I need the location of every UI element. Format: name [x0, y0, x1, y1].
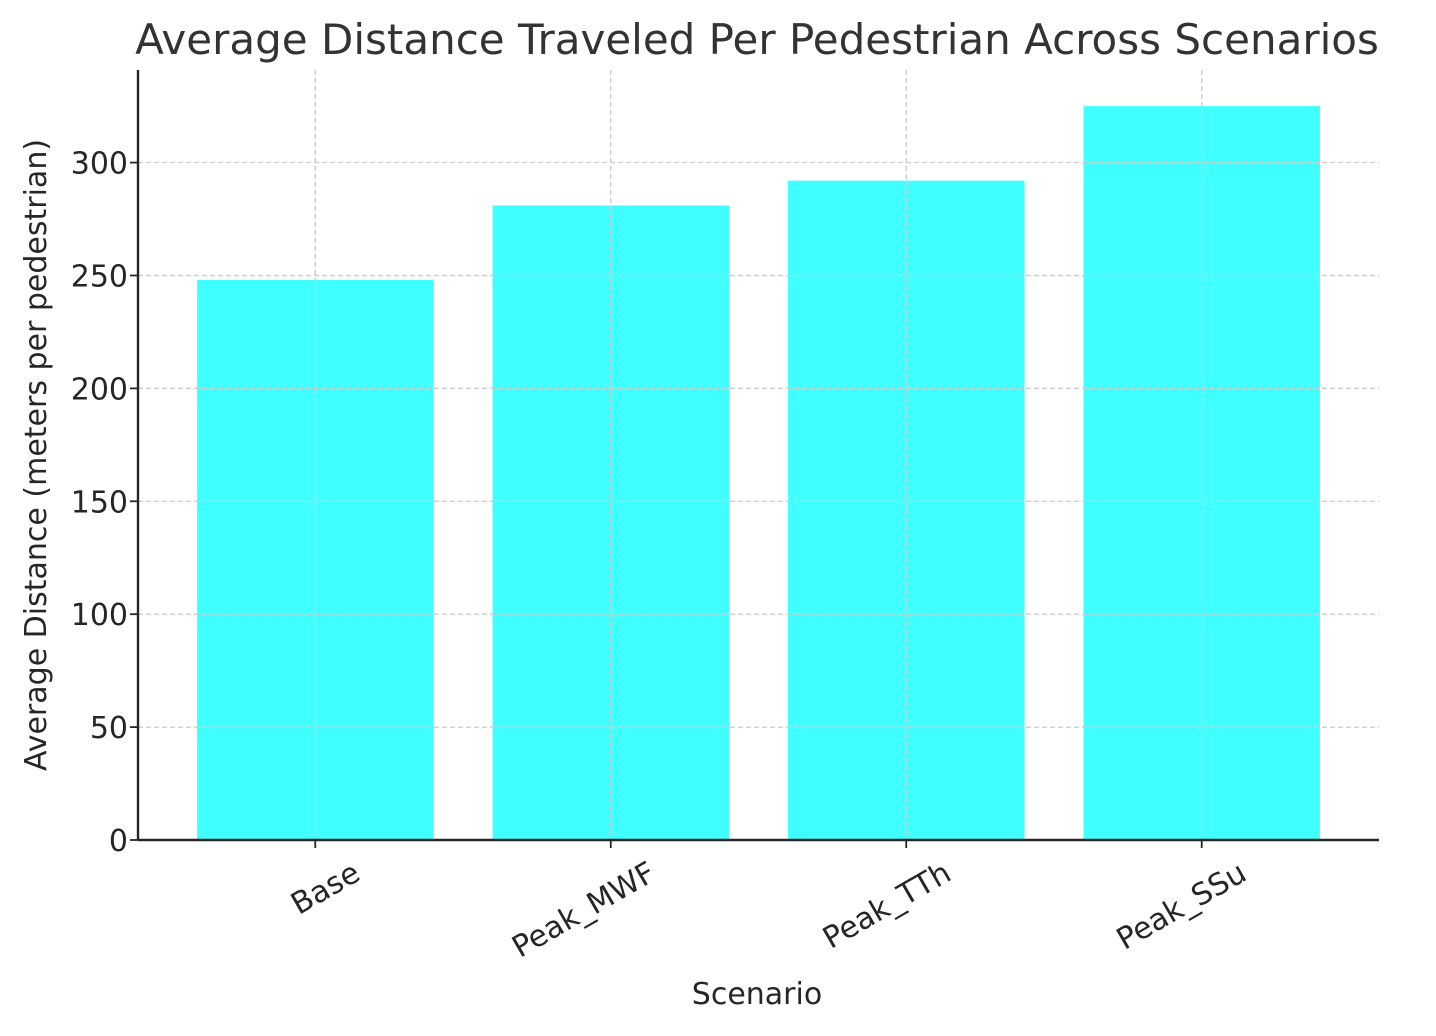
y-tick-label: 200: [71, 372, 128, 407]
y-tick-label: 150: [71, 485, 128, 520]
x-tick-label: Peak_MWF: [506, 855, 661, 965]
y-tick-label: 100: [71, 598, 128, 633]
y-tick-label: 300: [71, 147, 128, 182]
x-tick-label: Base: [285, 855, 366, 922]
x-axis-label: Scenario: [692, 977, 822, 1012]
y-tick-label: 50: [90, 711, 128, 746]
x-tick-label: Peak_SSu: [1111, 855, 1253, 957]
x-tick-label: Peak_TTh: [817, 855, 957, 956]
y-tick-label: 250: [71, 259, 128, 294]
bars: [138, 70, 1379, 841]
axes: [136, 70, 1379, 842]
y-tick-label: 0: [109, 824, 128, 859]
y-axis-label: Average Distance (meters per pedestrian): [19, 139, 54, 771]
chart-title: Average Distance Traveled Per Pedestrian…: [135, 15, 1379, 64]
